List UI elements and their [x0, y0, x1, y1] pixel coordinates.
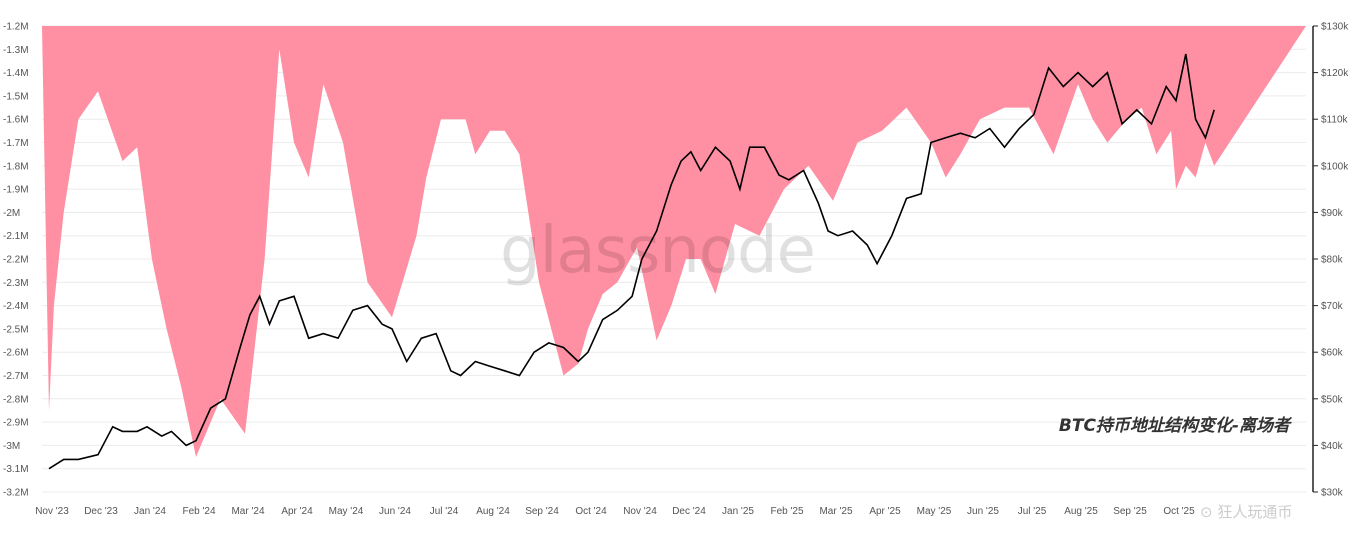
left-tick-label: -2.7M [3, 371, 29, 382]
right-tick-label: $60k [1321, 348, 1344, 359]
left-tick-label: -1.2M [3, 22, 29, 33]
x-tick-label: May '25 [917, 506, 952, 517]
x-tick-label: May '24 [329, 506, 364, 517]
right-tick-label: $50k [1321, 394, 1344, 405]
left-tick-label: -1.3M [3, 45, 29, 56]
x-tick-label: Dec '23 [84, 506, 118, 517]
right-tick-label: $110k [1321, 115, 1349, 126]
x-tick-label: Jul '24 [430, 506, 459, 517]
right-axis: $130k $120k $110k $100k $90k $80k $70k $60k $50k… [1313, 22, 1349, 499]
left-tick-label: -1.5M [3, 91, 29, 102]
right-tick-label: $80k [1321, 255, 1344, 266]
left-tick-label: -1.8M [3, 161, 29, 172]
x-tick-label: Oct '25 [1163, 506, 1195, 517]
right-tick-label: $120k [1321, 68, 1349, 79]
left-tick-label: -2M [3, 208, 20, 219]
x-tick-label: Aug '24 [476, 506, 510, 517]
left-tick-label: -1.4M [3, 68, 29, 79]
left-tick-label: -2.4M [3, 301, 29, 312]
x-tick-label: Aug '25 [1064, 506, 1098, 517]
right-tick-label: $130k [1321, 22, 1349, 33]
x-axis: Nov '23 Dec '23 Jan '24 Feb '24 Mar '24 Apr '… [35, 506, 1195, 517]
x-tick-label: Jan '24 [134, 506, 166, 517]
x-tick-label: Sep '24 [525, 506, 559, 517]
credit-watermark: ⊙ 狂人玩通币 [1200, 503, 1292, 521]
x-tick-label: Mar '25 [819, 506, 852, 517]
x-tick-label: Nov '24 [623, 506, 657, 517]
x-tick-label: Oct '24 [575, 506, 607, 517]
right-tick-label: $30k [1321, 488, 1344, 499]
x-tick-label: Feb '24 [182, 506, 215, 517]
left-tick-label: -1.7M [3, 138, 29, 149]
left-tick-label: -2.6M [3, 348, 29, 359]
x-tick-label: Mar '24 [231, 506, 264, 517]
left-tick-label: -1.6M [3, 115, 29, 126]
left-tick-label: -2.1M [3, 231, 29, 242]
right-tick-label: $90k [1321, 208, 1344, 219]
x-tick-label: Apr '24 [281, 506, 313, 517]
left-tick-label: -1.9M [3, 185, 29, 196]
left-tick-label: -2.2M [3, 255, 29, 266]
series-area-holders [42, 26, 1306, 457]
x-tick-label: Jun '24 [379, 506, 411, 517]
x-tick-label: Dec '24 [672, 506, 706, 517]
series-line-btc-price [48, 53, 1215, 470]
x-tick-label: Nov '23 [35, 506, 69, 517]
left-tick-label: -2.8M [3, 394, 29, 405]
right-tick-label: $40k [1321, 441, 1344, 452]
chart-annotation: BTC持币地址结构变化-离场者 [1059, 416, 1293, 436]
x-tick-label: Feb '25 [770, 506, 803, 517]
x-tick-label: Jun '25 [967, 506, 999, 517]
left-tick-label: -2.3M [3, 278, 29, 289]
left-axis: -1.2M -1.3M -1.4M -1.5M -1.6M -1.7M -1.8M -1.9M… [3, 22, 29, 499]
right-tick-label: $70k [1321, 301, 1344, 312]
left-tick-label: -3.1M [3, 464, 29, 475]
left-tick-label: -2.9M [3, 418, 29, 429]
x-tick-label: Jan '25 [722, 506, 754, 517]
left-tick-label: -2.5M [3, 324, 29, 335]
left-tick-label: -3M [3, 441, 20, 452]
x-tick-label: Apr '25 [869, 506, 901, 517]
watermark: glassnode [500, 214, 815, 288]
x-tick-label: Sep '25 [1113, 506, 1147, 517]
right-tick-label: $100k [1321, 161, 1349, 172]
left-tick-label: -3.2M [3, 488, 29, 499]
x-tick-label: Jul '25 [1018, 506, 1047, 517]
